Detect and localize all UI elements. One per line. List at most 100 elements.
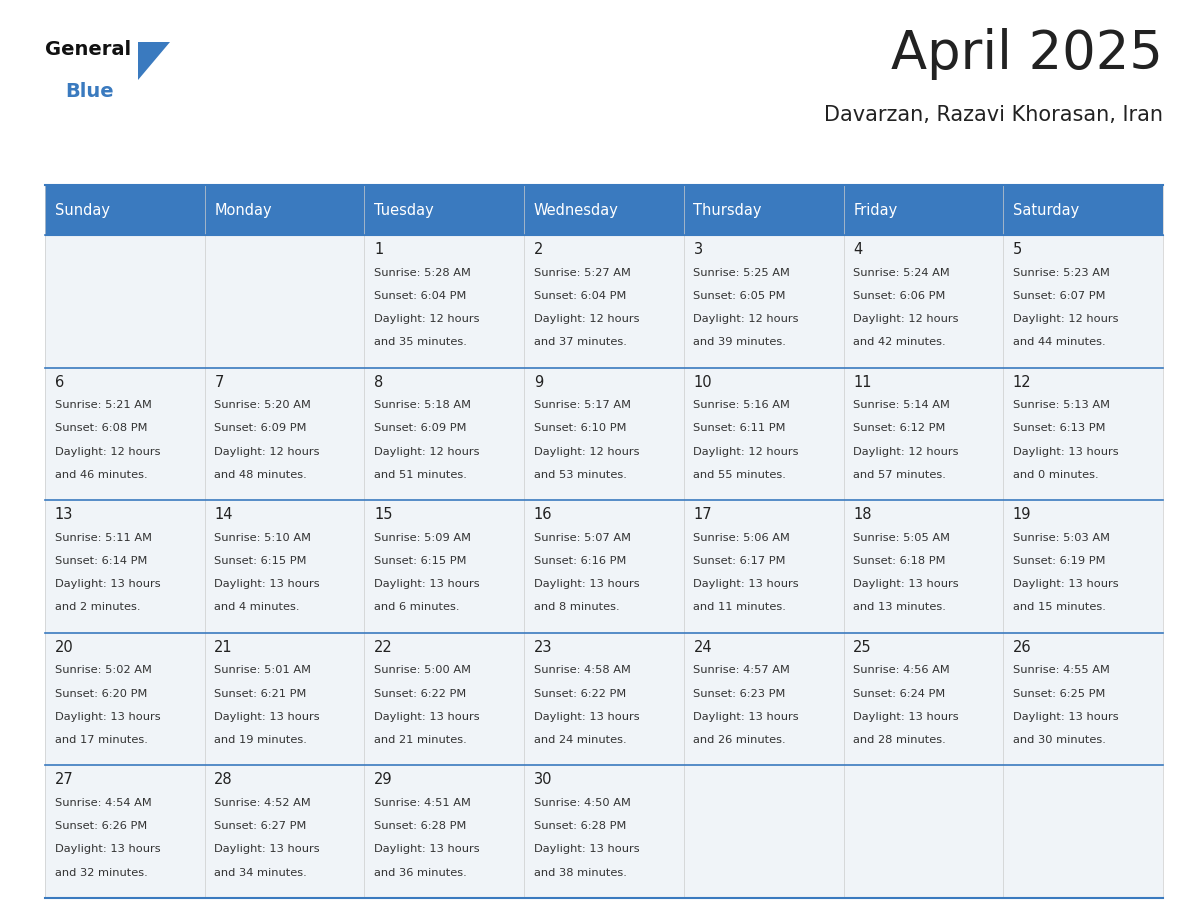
Bar — [204, 185, 365, 235]
Bar — [524, 500, 684, 633]
Text: Sunset: 6:25 PM: Sunset: 6:25 PM — [1013, 688, 1105, 699]
Text: Daylight: 12 hours: Daylight: 12 hours — [374, 314, 480, 324]
Text: Daylight: 12 hours: Daylight: 12 hours — [694, 446, 800, 456]
Text: 10: 10 — [694, 375, 712, 389]
Text: and 0 minutes.: and 0 minutes. — [1013, 470, 1099, 480]
Text: 9: 9 — [533, 375, 543, 389]
Text: Sunset: 6:28 PM: Sunset: 6:28 PM — [374, 821, 467, 831]
Text: Sunrise: 5:16 AM: Sunrise: 5:16 AM — [694, 400, 790, 410]
Bar — [843, 500, 1004, 633]
Text: Sunset: 6:05 PM: Sunset: 6:05 PM — [694, 291, 786, 301]
Text: Daylight: 13 hours: Daylight: 13 hours — [533, 579, 639, 589]
Text: Daylight: 13 hours: Daylight: 13 hours — [55, 711, 160, 722]
Text: and 39 minutes.: and 39 minutes. — [694, 337, 786, 347]
Text: Sunset: 6:07 PM: Sunset: 6:07 PM — [1013, 291, 1105, 301]
Text: April 2025: April 2025 — [891, 28, 1163, 80]
Text: and 15 minutes.: and 15 minutes. — [1013, 602, 1106, 612]
Text: Sunrise: 4:54 AM: Sunrise: 4:54 AM — [55, 798, 151, 808]
Text: and 28 minutes.: and 28 minutes. — [853, 735, 946, 744]
Bar — [684, 367, 843, 500]
Text: and 55 minutes.: and 55 minutes. — [694, 470, 786, 480]
Text: and 51 minutes.: and 51 minutes. — [374, 470, 467, 480]
Text: 20: 20 — [55, 640, 74, 655]
Bar — [204, 633, 365, 766]
Bar — [204, 367, 365, 500]
Text: Sunset: 6:20 PM: Sunset: 6:20 PM — [55, 688, 147, 699]
Text: Sunset: 6:27 PM: Sunset: 6:27 PM — [214, 821, 307, 831]
Text: Sunrise: 5:17 AM: Sunrise: 5:17 AM — [533, 400, 631, 410]
Bar — [365, 185, 524, 235]
Text: Daylight: 12 hours: Daylight: 12 hours — [374, 446, 480, 456]
Bar — [1004, 500, 1163, 633]
Text: 2: 2 — [533, 242, 543, 257]
Text: and 32 minutes.: and 32 minutes. — [55, 868, 147, 878]
Text: and 53 minutes.: and 53 minutes. — [533, 470, 626, 480]
Text: General: General — [45, 40, 131, 59]
Text: Sunset: 6:09 PM: Sunset: 6:09 PM — [374, 423, 467, 433]
Text: 19: 19 — [1013, 508, 1031, 522]
Text: Sunrise: 5:03 AM: Sunrise: 5:03 AM — [1013, 532, 1110, 543]
Text: and 21 minutes.: and 21 minutes. — [374, 735, 467, 744]
Text: Sunset: 6:28 PM: Sunset: 6:28 PM — [533, 821, 626, 831]
Bar — [1004, 235, 1163, 367]
Text: Sunrise: 4:58 AM: Sunrise: 4:58 AM — [533, 666, 631, 676]
Text: Sunrise: 5:07 AM: Sunrise: 5:07 AM — [533, 532, 631, 543]
Text: Sunset: 6:13 PM: Sunset: 6:13 PM — [1013, 423, 1105, 433]
Text: Sunset: 6:22 PM: Sunset: 6:22 PM — [374, 688, 466, 699]
Text: Sunset: 6:19 PM: Sunset: 6:19 PM — [1013, 556, 1105, 565]
Text: Daylight: 12 hours: Daylight: 12 hours — [694, 314, 800, 324]
Text: Sunset: 6:14 PM: Sunset: 6:14 PM — [55, 556, 147, 565]
Text: Sunrise: 4:56 AM: Sunrise: 4:56 AM — [853, 666, 950, 676]
Text: Sunrise: 5:27 AM: Sunrise: 5:27 AM — [533, 267, 631, 277]
Text: Daylight: 12 hours: Daylight: 12 hours — [853, 314, 959, 324]
Text: Daylight: 13 hours: Daylight: 13 hours — [1013, 579, 1118, 589]
Text: Daylight: 12 hours: Daylight: 12 hours — [55, 446, 160, 456]
Text: Sunset: 6:22 PM: Sunset: 6:22 PM — [533, 688, 626, 699]
Text: Daylight: 13 hours: Daylight: 13 hours — [374, 711, 480, 722]
Text: 21: 21 — [214, 640, 233, 655]
Text: Sunset: 6:17 PM: Sunset: 6:17 PM — [694, 556, 786, 565]
Text: and 35 minutes.: and 35 minutes. — [374, 337, 467, 347]
Text: Daylight: 13 hours: Daylight: 13 hours — [1013, 711, 1118, 722]
Text: and 42 minutes.: and 42 minutes. — [853, 337, 946, 347]
Text: Sunrise: 5:18 AM: Sunrise: 5:18 AM — [374, 400, 470, 410]
Text: 1: 1 — [374, 242, 384, 257]
Text: 6: 6 — [55, 375, 64, 389]
Bar — [365, 766, 524, 898]
Bar — [843, 766, 1004, 898]
Text: and 19 minutes.: and 19 minutes. — [214, 735, 308, 744]
Text: 8: 8 — [374, 375, 384, 389]
Bar — [45, 633, 204, 766]
Text: Sunrise: 5:09 AM: Sunrise: 5:09 AM — [374, 532, 470, 543]
Bar — [45, 185, 204, 235]
Text: Sunrise: 5:25 AM: Sunrise: 5:25 AM — [694, 267, 790, 277]
Text: and 37 minutes.: and 37 minutes. — [533, 337, 626, 347]
Text: Sunset: 6:08 PM: Sunset: 6:08 PM — [55, 423, 147, 433]
Text: Sunset: 6:12 PM: Sunset: 6:12 PM — [853, 423, 946, 433]
Bar — [45, 500, 204, 633]
Text: 11: 11 — [853, 375, 872, 389]
Bar — [365, 235, 524, 367]
Bar — [204, 500, 365, 633]
Text: Sunset: 6:26 PM: Sunset: 6:26 PM — [55, 821, 147, 831]
Text: Sunset: 6:24 PM: Sunset: 6:24 PM — [853, 688, 946, 699]
Bar — [843, 185, 1004, 235]
Text: and 24 minutes.: and 24 minutes. — [533, 735, 626, 744]
Text: Sunrise: 5:21 AM: Sunrise: 5:21 AM — [55, 400, 151, 410]
Bar — [45, 235, 204, 367]
Text: 22: 22 — [374, 640, 393, 655]
Text: 23: 23 — [533, 640, 552, 655]
Text: and 6 minutes.: and 6 minutes. — [374, 602, 460, 612]
Text: Sunrise: 5:05 AM: Sunrise: 5:05 AM — [853, 532, 950, 543]
Text: and 36 minutes.: and 36 minutes. — [374, 868, 467, 878]
Text: 15: 15 — [374, 508, 392, 522]
Text: 16: 16 — [533, 508, 552, 522]
Text: Sunset: 6:09 PM: Sunset: 6:09 PM — [214, 423, 307, 433]
Text: 29: 29 — [374, 772, 393, 788]
Bar — [365, 633, 524, 766]
Text: and 34 minutes.: and 34 minutes. — [214, 868, 307, 878]
Text: Sunrise: 5:00 AM: Sunrise: 5:00 AM — [374, 666, 470, 676]
Bar — [684, 235, 843, 367]
Bar — [1004, 185, 1163, 235]
Bar — [524, 185, 684, 235]
